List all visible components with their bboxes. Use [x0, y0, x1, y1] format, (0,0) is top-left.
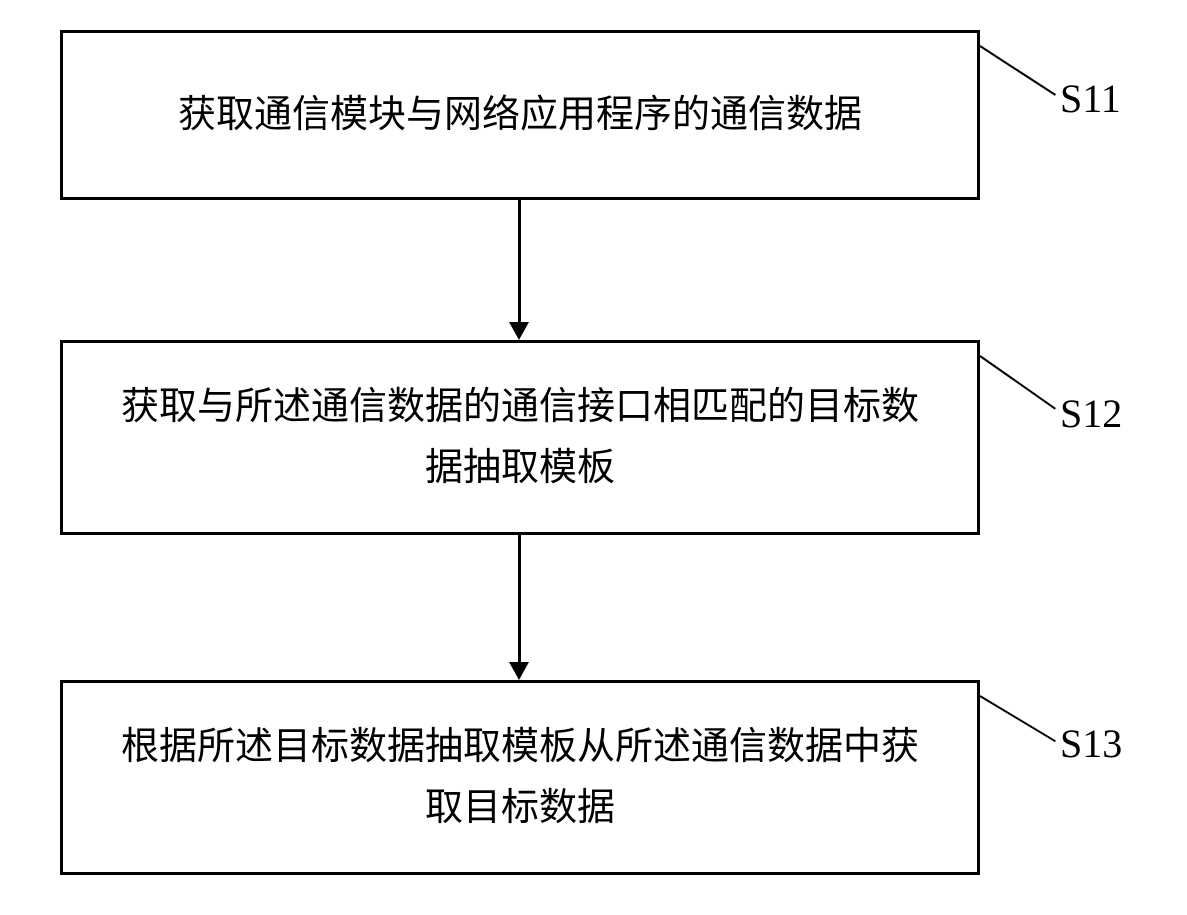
label-connector-2: [979, 355, 1056, 409]
step-box-2: 获取与所述通信数据的通信接口相匹配的目标数据抽取模板: [60, 340, 980, 535]
step-label-2: S12: [1060, 390, 1122, 437]
step-label-1: S11: [1060, 75, 1121, 122]
step-box-1: 获取通信模块与网络应用程序的通信数据: [60, 30, 980, 200]
arrow-head-1: [509, 322, 529, 340]
arrow-line-2: [518, 535, 521, 662]
arrow-line-1: [518, 200, 521, 322]
step-text-3: 根据所述目标数据抽取模板从所述通信数据中获取目标数据: [103, 717, 937, 839]
step-box-3: 根据所述目标数据抽取模板从所述通信数据中获取目标数据: [60, 680, 980, 875]
label-connector-1: [979, 45, 1056, 96]
step-text-2: 获取与所述通信数据的通信接口相匹配的目标数据抽取模板: [103, 377, 937, 499]
label-connector-3: [979, 695, 1055, 742]
arrow-head-2: [509, 662, 529, 680]
step-text-1: 获取通信模块与网络应用程序的通信数据: [178, 85, 862, 146]
step-label-3: S13: [1060, 720, 1122, 767]
flowchart-container: 获取通信模块与网络应用程序的通信数据 S11 获取与所述通信数据的通信接口相匹配…: [0, 0, 1187, 915]
